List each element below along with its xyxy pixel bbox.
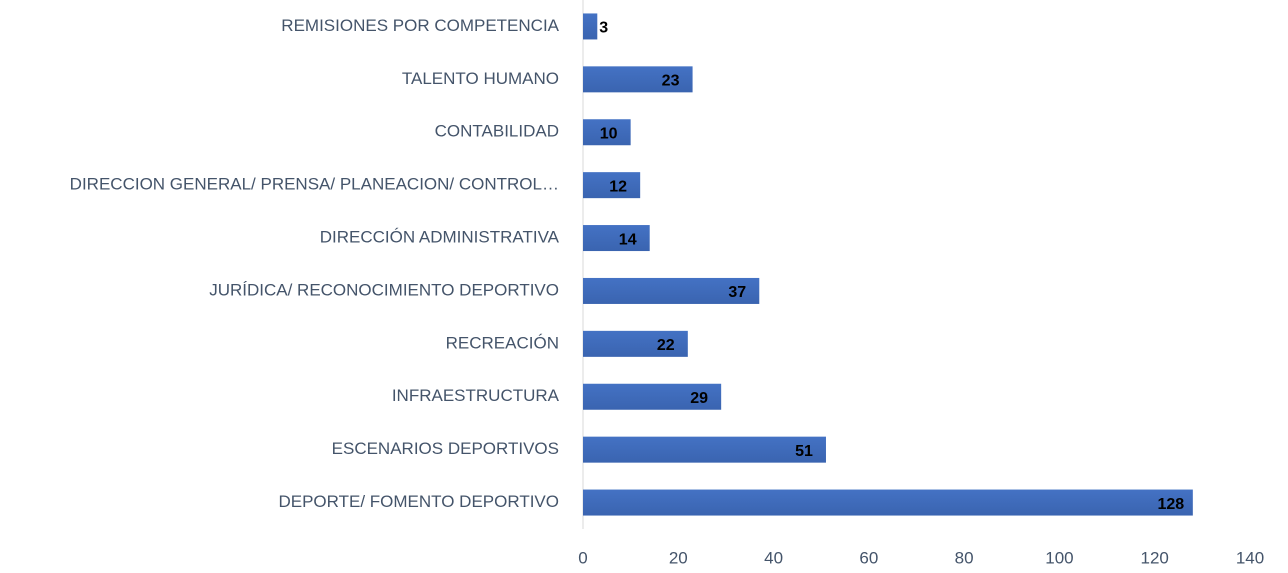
value-label: 128 xyxy=(1157,496,1184,513)
y-tick-label: DIRECCIÓN ADMINISTRATIVA xyxy=(320,228,560,247)
y-tick-label: DIRECCION GENERAL/ PRENSA/ PLANEACION/ C… xyxy=(70,175,559,194)
bar xyxy=(583,66,693,93)
value-label: 29 xyxy=(690,390,708,407)
value-label: 37 xyxy=(728,284,746,301)
bar xyxy=(583,172,641,199)
y-tick-label: INFRAESTRUCTURA xyxy=(392,386,560,405)
value-label: 23 xyxy=(662,73,680,90)
x-tick-label: 120 xyxy=(1141,548,1169,567)
value-label: 10 xyxy=(600,125,618,142)
value-label: 14 xyxy=(619,231,637,248)
y-tick-label: RECREACIÓN xyxy=(446,333,559,352)
x-tick-label: 40 xyxy=(764,548,783,567)
y-tick-label: JURÍDICA/ RECONOCIMIENTO DEPORTIVO xyxy=(209,280,559,299)
value-label: 22 xyxy=(657,337,675,354)
bar xyxy=(583,489,1193,516)
x-tick-label: 80 xyxy=(955,548,974,567)
bar xyxy=(583,383,722,410)
y-tick-label: ESCENARIOS DEPORTIVOS xyxy=(332,439,559,458)
y-tick-label: TALENTO HUMANO xyxy=(402,69,559,88)
x-tick-label: 20 xyxy=(669,548,688,567)
x-tick-label: 140 xyxy=(1236,548,1264,567)
bar xyxy=(583,13,598,40)
value-label: 12 xyxy=(609,178,627,195)
value-label: 51 xyxy=(795,443,813,460)
y-tick-label: DEPORTE/ FOMENTO DEPORTIVO xyxy=(278,492,559,511)
bar xyxy=(583,225,650,252)
value-label: 3 xyxy=(599,20,608,37)
bar xyxy=(583,277,760,304)
y-tick-label: CONTABILIDAD xyxy=(435,122,559,141)
bar xyxy=(583,330,688,357)
x-tick-label: 0 xyxy=(578,548,587,567)
y-tick-label: REMISIONES POR COMPETENCIA xyxy=(281,16,559,35)
bar xyxy=(583,119,631,146)
x-tick-label: 60 xyxy=(859,548,878,567)
bar xyxy=(583,436,826,463)
x-tick-label: 100 xyxy=(1045,548,1073,567)
